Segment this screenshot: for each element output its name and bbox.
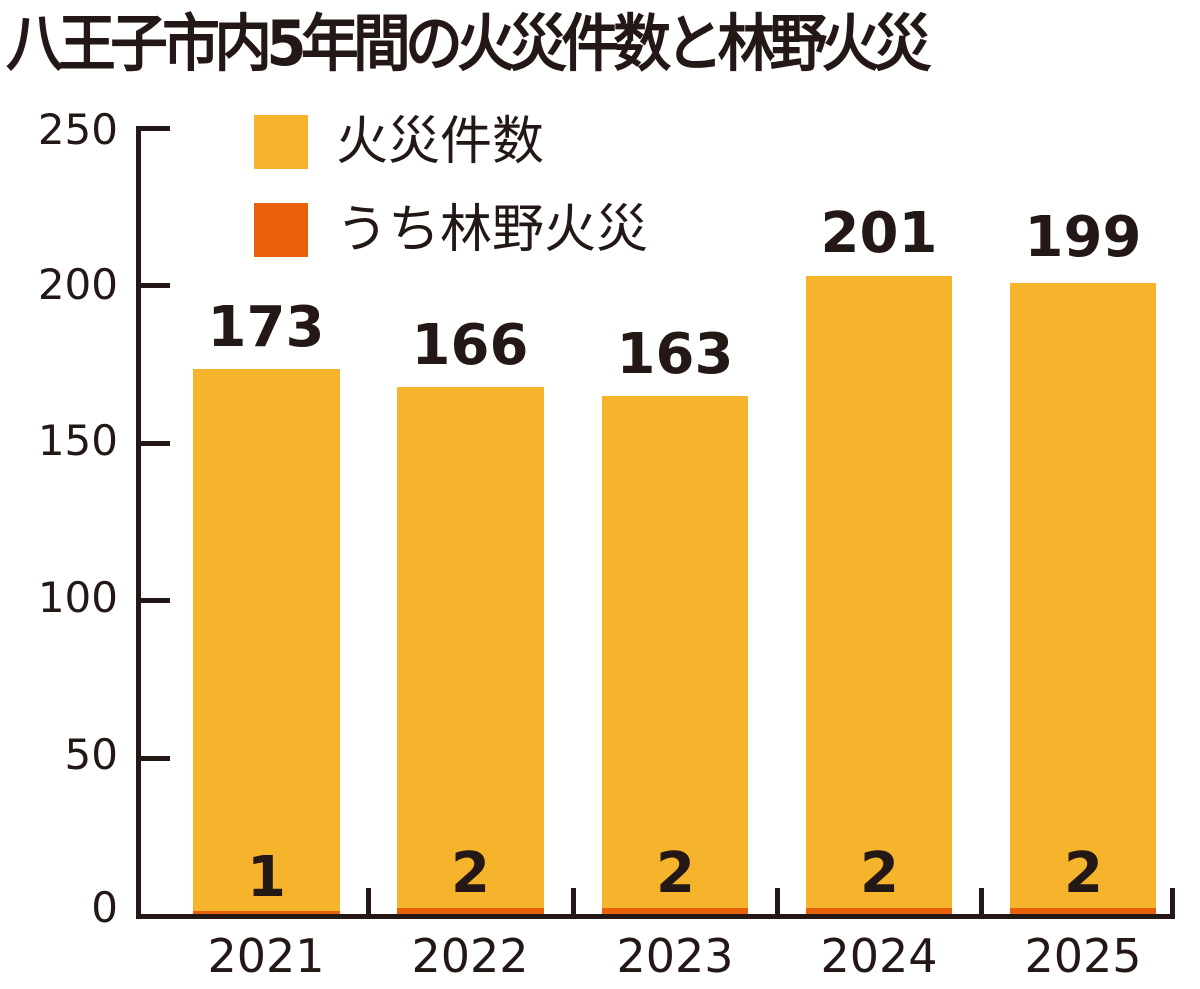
x-label-2024: 2024 — [820, 929, 938, 983]
y-label-50: 50 — [64, 730, 118, 779]
x-tick — [571, 888, 576, 918]
value-label-forest-2025: 2 — [1064, 841, 1103, 906]
bar-segment-total — [193, 369, 340, 914]
bar-segment-total — [806, 276, 952, 914]
value-label-total-2022: 166 — [411, 313, 529, 378]
y-label-0: 0 — [91, 883, 118, 932]
legend-swatch-forest — [254, 203, 308, 257]
y-tick-150 — [136, 441, 170, 446]
bar-segment-total — [602, 396, 748, 914]
bar-2021 — [193, 369, 340, 914]
bar-segment-forest — [602, 908, 748, 914]
legend-label-forest: うち林野火災 — [336, 200, 649, 260]
value-label-total-2025: 199 — [1024, 205, 1142, 270]
legend-swatch-total — [254, 115, 308, 169]
chart-title: 八王子市内5年間の火災件数と林野火災 — [6, 7, 931, 80]
value-label-forest-2023: 2 — [656, 841, 695, 906]
legend-item-forest-fires: うち林野火災 — [254, 200, 648, 260]
y-tick-100 — [136, 598, 170, 603]
x-axis-line — [136, 914, 1175, 919]
x-tick — [1170, 888, 1175, 918]
bar-segment-forest — [806, 908, 952, 914]
value-label-total-2024: 201 — [820, 201, 938, 266]
bar-segment-total — [1010, 283, 1156, 914]
y-label-100: 100 — [37, 573, 118, 622]
y-label-150: 150 — [37, 416, 118, 465]
bar-segment-forest — [1010, 908, 1156, 914]
legend-label-total: 火災件数 — [336, 112, 545, 172]
bar-2025 — [1010, 283, 1156, 914]
x-tick — [366, 888, 371, 918]
bar-segment-forest — [397, 908, 544, 914]
value-label-forest-2022: 2 — [451, 841, 490, 906]
bar-2022 — [397, 387, 544, 914]
x-label-2021: 2021 — [207, 929, 325, 983]
y-tick-250 — [136, 126, 170, 131]
bar-2023 — [602, 396, 748, 914]
x-label-2022: 2022 — [411, 929, 529, 983]
legend-item-total-fires: 火災件数 — [254, 112, 544, 172]
y-label-250: 250 — [37, 105, 118, 154]
value-label-total-2021: 173 — [207, 295, 325, 360]
value-label-forest-2024: 2 — [860, 841, 899, 906]
bar-2024 — [806, 276, 952, 914]
bar-segment-forest — [193, 911, 340, 914]
x-label-2025: 2025 — [1024, 929, 1142, 983]
y-tick-50 — [136, 756, 170, 761]
x-tick — [979, 888, 984, 918]
y-label-200: 200 — [37, 260, 118, 309]
y-tick-200 — [136, 283, 170, 288]
value-label-total-2023: 163 — [616, 322, 734, 387]
value-label-forest-2021: 1 — [247, 845, 286, 910]
y-axis-line — [136, 126, 141, 919]
bar-segment-total — [397, 387, 544, 914]
x-label-2023: 2023 — [616, 929, 734, 983]
x-tick — [775, 888, 780, 918]
